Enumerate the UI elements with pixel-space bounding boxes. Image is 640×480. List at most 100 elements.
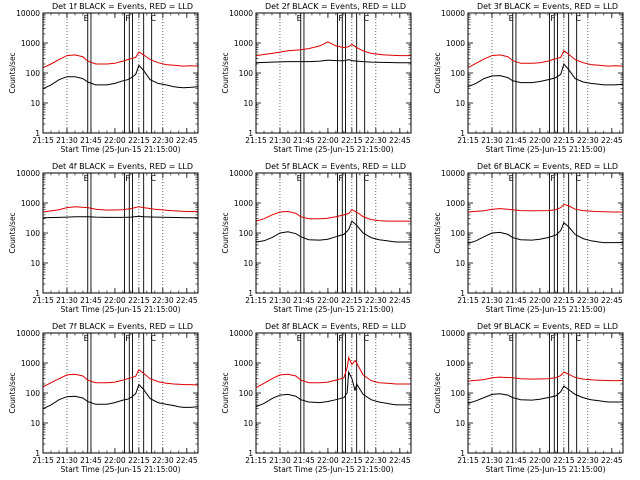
x-tick-label: 22:00	[104, 296, 126, 305]
panel-title: Det 9f BLACK = Events, RED = LLD	[477, 322, 618, 331]
plot-frame	[42, 332, 199, 454]
y-tick-label: 100	[451, 389, 466, 398]
series-line-lld	[255, 41, 411, 57]
x-tick-label: 22:00	[317, 296, 339, 305]
flag-label: F	[550, 14, 555, 23]
flag-label: C	[363, 174, 369, 183]
y-tick-label: 1000	[234, 359, 253, 368]
x-tick-label: 22:15	[341, 296, 363, 305]
flag-label: E	[84, 334, 89, 343]
series-line-events	[42, 64, 199, 90]
y-tick-label: 10	[243, 99, 253, 108]
series-line-events	[42, 215, 198, 219]
x-tick-label: 21:15	[32, 456, 54, 465]
x-tick-label: 21:15	[32, 136, 54, 145]
panel-title: Det 6f BLACK = Events, RED = LLD	[477, 162, 618, 171]
flag-label: C	[150, 14, 156, 23]
x-tick-label: 22:15	[128, 136, 150, 145]
x-tick-label: 22:30	[365, 136, 387, 145]
flag-label: F	[550, 174, 555, 183]
y-tick-label: 10000	[16, 329, 40, 338]
x-tick-label: 22:00	[529, 456, 551, 465]
x-axis-label: Start Time (25-Jun-15 21:15:00)	[274, 465, 394, 474]
series-line-lld	[467, 371, 623, 382]
y-axis-label: Counts/sec	[221, 212, 230, 253]
y-tick-label: 1000	[21, 199, 40, 208]
x-tick-label: 21:15	[245, 296, 267, 305]
flag-label: C	[150, 174, 156, 183]
x-tick-label: 22:45	[176, 456, 198, 465]
y-tick-label: 1000	[446, 359, 465, 368]
panel-det-6: Det 6f BLACK = Events, RED = LLD 1 10 100 10…	[433, 162, 624, 314]
plot-frame	[255, 12, 412, 134]
x-axis-label: Start Time (25-Jun-15 21:15:00)	[486, 465, 606, 474]
y-tick-label: 10000	[441, 169, 465, 178]
flag-label: F	[550, 334, 555, 343]
y-tick-label: 100	[26, 69, 41, 78]
y-tick-label: 10	[243, 259, 253, 268]
panel-title: Det 7f BLACK = Events, RED = LLD	[52, 322, 193, 331]
y-tick-label: 10	[30, 259, 40, 268]
x-tick-label: 21:45	[293, 456, 315, 465]
x-tick-label: 21:15	[457, 456, 479, 465]
x-tick-label: 21:30	[56, 296, 78, 305]
flag-label: F	[338, 174, 343, 183]
y-tick-label: 1000	[234, 199, 253, 208]
y-axis-label: Counts/sec	[433, 52, 442, 93]
x-tick-label: 22:00	[104, 136, 126, 145]
panel-det-2: Det 2f BLACK = Events, RED = LLD 1 10 100 10…	[221, 2, 412, 154]
x-tick-label: 22:30	[365, 456, 387, 465]
x-tick-label: 22:30	[577, 296, 599, 305]
y-tick-label: 100	[239, 389, 254, 398]
x-tick-label: 21:45	[505, 136, 527, 145]
flag-label: E	[84, 14, 89, 23]
plot-frame	[467, 12, 624, 134]
x-axis-label: Start Time (25-Jun-15 21:15:00)	[61, 145, 181, 154]
series-line-lld	[467, 203, 623, 213]
y-tick-label: 10000	[16, 169, 40, 178]
x-tick-label: 22:30	[577, 136, 599, 145]
x-tick-label: 21:30	[56, 456, 78, 465]
x-tick-label: 22:45	[176, 296, 198, 305]
series-line-lld	[42, 368, 199, 388]
x-tick-label: 22:00	[317, 136, 339, 145]
x-tick-label: 21:15	[457, 136, 479, 145]
y-tick-label: 1000	[234, 39, 253, 48]
y-tick-label: 10	[455, 99, 465, 108]
y-tick-label: 1	[248, 289, 253, 298]
x-tick-label: 21:15	[32, 296, 54, 305]
series-line-events	[255, 59, 411, 64]
y-tick-label: 1	[460, 129, 465, 138]
y-tick-label: 10000	[229, 329, 253, 338]
series-line-events	[467, 221, 623, 244]
panel-det-3: Det 3f BLACK = Events, RED = LLD 1 10 100 10…	[433, 2, 624, 154]
y-tick-label: 10	[243, 419, 253, 428]
x-tick-label: 21:45	[80, 456, 102, 465]
plot-frame	[255, 332, 412, 454]
x-tick-label: 22:45	[601, 296, 623, 305]
flag-label: F	[125, 334, 130, 343]
panel-title: Det 3f BLACK = Events, RED = LLD	[477, 2, 618, 11]
x-tick-label: 22:30	[152, 296, 174, 305]
flag-label: C	[150, 334, 156, 343]
panel-det-8: Det 8f BLACK = Events, RED = LLD 1 10 100 10…	[221, 322, 412, 474]
x-tick-label: 22:45	[601, 136, 623, 145]
y-tick-label: 1	[35, 449, 40, 458]
y-tick-label: 1	[460, 449, 465, 458]
y-tick-label: 1	[35, 289, 40, 298]
y-tick-label: 1000	[446, 39, 465, 48]
panel-title: Det 2f BLACK = Events, RED = LLD	[265, 2, 406, 11]
x-tick-label: 22:15	[553, 136, 575, 145]
series-line-events	[255, 370, 411, 408]
x-tick-label: 22:00	[104, 456, 126, 465]
series-line-events	[42, 383, 199, 410]
flag-label: E	[84, 174, 89, 183]
y-axis-label: Counts/sec	[8, 52, 17, 93]
y-tick-label: 10000	[16, 9, 40, 18]
series-line-events	[255, 220, 411, 243]
x-tick-label: 21:30	[481, 296, 503, 305]
x-tick-label: 22:00	[529, 296, 551, 305]
plot-frame	[42, 12, 199, 134]
x-axis-label: Start Time (25-Jun-15 21:15:00)	[274, 145, 394, 154]
x-tick-label: 21:45	[505, 456, 527, 465]
